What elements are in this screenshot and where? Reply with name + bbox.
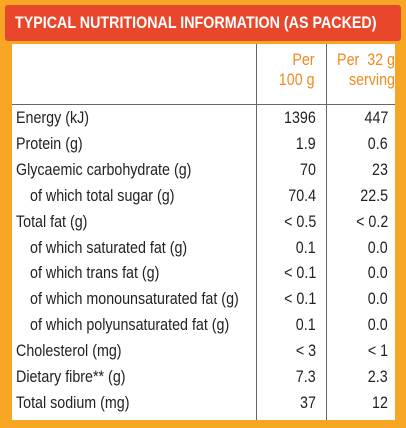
row-label-text: of which trans fat (g) (30, 263, 160, 283)
row-label: Energy (kJ) (16, 107, 103, 129)
column-header: Per 100 g (256, 50, 315, 90)
per-serving-text: 22.5 (360, 185, 388, 205)
per-100g: 0.1 (256, 237, 316, 259)
per-100g-text: < 0.1 (283, 289, 316, 309)
per-100g: 1.9 (256, 133, 316, 155)
per-100g: < 0.1 (256, 288, 316, 310)
per-100g-text: < 0.5 (283, 211, 316, 231)
per-serving: 447 (326, 107, 388, 129)
column-divider (326, 44, 327, 420)
per-serving-text: 23 (372, 159, 388, 179)
per-serving: 0.0 (326, 262, 388, 284)
row-label: Protein (g) (16, 133, 95, 155)
per-serving-text: 2.3 (368, 367, 388, 386)
per-100g-text: 0.1 (296, 237, 316, 257)
header-band: TYPICAL NUTRITIONAL INFORMATION (AS PACK… (5, 5, 401, 41)
per-serving-text: 0.0 (368, 263, 388, 283)
row-label-text: of which polyunsaturated fat (g) (30, 315, 230, 335)
per-100g-text: 0.1 (296, 315, 316, 335)
per-serving-text: 447 (364, 108, 388, 127)
row-label-text: Dietary fibre** (g) (16, 367, 126, 386)
per-serving: < 1 (326, 340, 388, 362)
row-label: of which total sugar (g) (30, 185, 202, 207)
row-label: Dietary fibre** (g) (16, 366, 146, 388)
per-serving-text: 12 (372, 392, 388, 412)
per-serving-text: 0.0 (368, 315, 388, 335)
per-100g-text: 1396 (284, 108, 316, 127)
per-100g-text: 7.3 (296, 367, 316, 386)
per-serving-text: 0.6 (368, 133, 388, 153)
per-100g: 37 (256, 392, 316, 414)
row-label: of which saturated fat (g) (30, 237, 217, 259)
row-label-text: Total fat (g) (16, 211, 88, 231)
row-label-text: Total sodium (mg) (16, 392, 130, 412)
per-100g-text: 70.4 (288, 185, 316, 205)
row-label: Total fat (g) (16, 211, 101, 233)
column-header-text: Per 32 g serving (337, 50, 395, 89)
row-label-text: of which total sugar (g) (30, 185, 175, 205)
row-label-text: Glycaemic carbohydrate (g) (16, 159, 192, 179)
table: Per 100 g Per 32 g serving Energy (kJ) 1396… (12, 44, 395, 420)
column-divider (256, 44, 257, 420)
row-label-text: Cholesterol (mg) (16, 341, 122, 361)
header-divider (12, 104, 395, 105)
per-100g: 0.1 (256, 314, 316, 336)
per-serving: 0.6 (326, 133, 388, 155)
per-serving-text: 0.0 (368, 237, 388, 257)
per-100g-text: 37 (300, 392, 316, 412)
row-label: Cholesterol (mg) (16, 340, 142, 362)
per-100g: < 0.5 (256, 211, 316, 233)
per-serving: 0.0 (326, 314, 388, 336)
row-label: Total sodium (mg) (16, 392, 151, 414)
per-serving: 22.5 (326, 185, 388, 207)
row-label-text: Energy (kJ) (16, 108, 90, 127)
per-serving: 2.3 (326, 366, 388, 388)
row-label: Glycaemic carbohydrate (g) (16, 159, 225, 181)
per-serving-text: < 1 (367, 341, 388, 361)
row-label-text: of which saturated fat (g) (30, 237, 188, 257)
row-label: of which trans fat (g) (30, 262, 184, 284)
row-label-text: Protein (g) (16, 133, 83, 153)
column-header: Per 32 g serving (326, 50, 395, 90)
per-serving: 0.0 (326, 237, 388, 259)
row-label: of which polyunsaturated fat (g) (30, 314, 267, 336)
per-100g: 70.4 (256, 185, 316, 207)
per-100g: 1396 (256, 107, 316, 129)
per-serving-text: < 0.2 (355, 211, 388, 231)
per-100g: < 3 (256, 340, 316, 362)
per-serving: < 0.2 (326, 211, 388, 233)
per-100g-text: 70 (300, 159, 316, 179)
title: TYPICAL NUTRITIONAL INFORMATION (AS PACK… (15, 13, 377, 32)
per-100g: 7.3 (256, 366, 316, 388)
per-100g: < 0.1 (256, 262, 316, 284)
per-100g-text: < 3 (295, 341, 316, 361)
per-100g-text: 1.9 (296, 133, 316, 153)
row-label-text: of which monounsaturated fat (g) (30, 289, 239, 309)
per-serving: 23 (326, 159, 388, 181)
per-100g-text: < 0.1 (283, 263, 316, 283)
row-label: of which monounsaturated fat (g) (30, 288, 279, 310)
per-serving: 12 (326, 392, 388, 414)
column-header-text: Per 100 g (279, 50, 315, 89)
per-serving: 0.0 (326, 288, 388, 310)
per-100g: 70 (256, 159, 316, 181)
per-serving-text: 0.0 (368, 289, 388, 309)
